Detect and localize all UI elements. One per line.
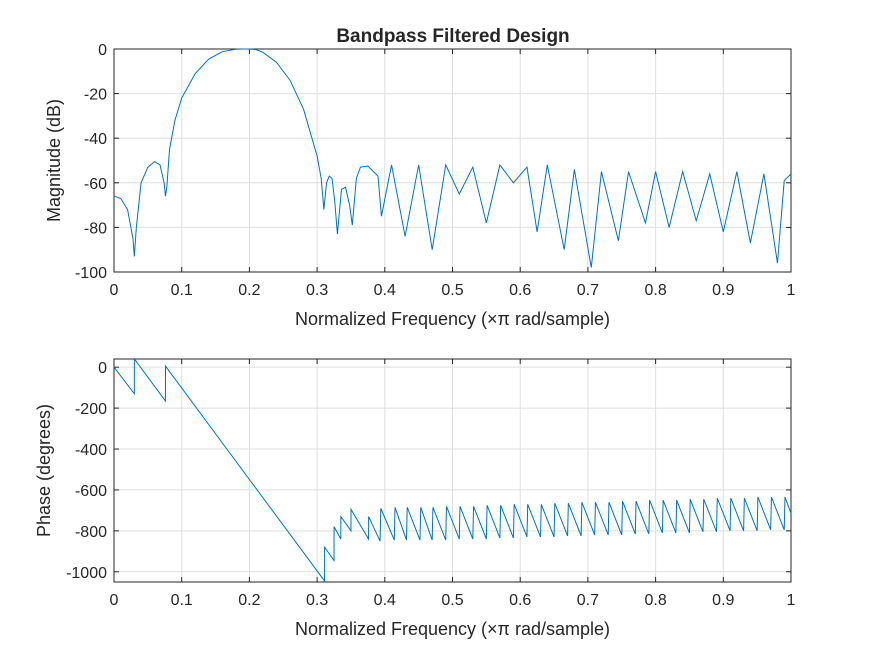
phase-xtick-label: 0.1	[171, 592, 193, 609]
phase-axes: 0 0.1 0.2 0.3 0.4 0.5 0.6 0.7 0.8 0.9 1 -1000 -800 -6…	[34, 357, 796, 639]
phase-xtick-label: 0	[110, 592, 119, 609]
magnitude-xlabel: Normalized Frequency (×π rad/sample)	[295, 309, 610, 329]
magnitude-xtick-label: 0.5	[441, 282, 463, 299]
magnitude-xtick-label: 0.3	[306, 282, 328, 299]
phase-ytick-label: -600	[75, 483, 107, 500]
magnitude-grid	[113, 48, 792, 273]
magnitude-xtick-label: 0.9	[712, 282, 734, 299]
phase-ytick-label: -800	[75, 524, 107, 541]
magnitude-ytick-label: -60	[84, 176, 107, 193]
phase-xtick-label: 0.6	[509, 592, 531, 609]
phase-xtick-label: 0.3	[306, 592, 328, 609]
chart-title: Bandpass Filtered Design	[336, 26, 569, 47]
magnitude-xtick-label: 0.4	[374, 282, 396, 299]
magnitude-xtick-label: 0	[110, 282, 119, 299]
phase-ticks: 0 0.1 0.2 0.3 0.4 0.5 0.6 0.7 0.8 0.9 1 -1000 -800 -6…	[66, 359, 796, 609]
phase-ytick-label: -200	[75, 401, 107, 418]
magnitude-ticks: 0 0.1 0.2 0.3 0.4 0.5 0.6 0.7 0.8 0.9 1 -100 -80 -60 -…	[75, 42, 796, 299]
phase-xtick-label: 0.7	[577, 592, 599, 609]
phase-series-line	[113, 357, 792, 583]
phase-ylabel: Phase (degrees)	[34, 404, 54, 537]
phase-xtick-label: 0.5	[441, 592, 463, 609]
magnitude-ytick-label: 0	[98, 42, 107, 59]
magnitude-ytick-label: -100	[75, 265, 107, 282]
phase-xtick-label: 0.9	[712, 592, 734, 609]
phase-xtick-label: 0.8	[644, 592, 666, 609]
magnitude-series-line	[113, 48, 792, 268]
magnitude-axes: 0 0.1 0.2 0.3 0.4 0.5 0.6 0.7 0.8 0.9 1 -100 -80 -60 -…	[44, 42, 796, 329]
magnitude-xtick-label: 0.8	[644, 282, 666, 299]
magnitude-xtick-label: 0.7	[577, 282, 599, 299]
phase-ytick-label: -400	[75, 442, 107, 459]
phase-xtick-label: 0.2	[238, 592, 260, 609]
magnitude-ylabel: Magnitude (dB)	[44, 99, 64, 222]
magnitude-ytick-label: -20	[84, 87, 107, 104]
magnitude-xtick-label: 1	[787, 282, 796, 299]
phase-xtick-label: 0.4	[374, 592, 396, 609]
magnitude-xtick-label: 0.6	[509, 282, 531, 299]
magnitude-xtick-label: 0.1	[171, 282, 193, 299]
phase-xlabel: Normalized Frequency (×π rad/sample)	[295, 619, 610, 639]
magnitude-xtick-label: 0.2	[238, 282, 260, 299]
phase-grid	[113, 359, 792, 582]
phase-ytick-label: -1000	[66, 565, 107, 582]
phase-ytick-label: 0	[98, 360, 107, 377]
magnitude-ytick-label: -80	[84, 220, 107, 237]
magnitude-ytick-label: -40	[84, 131, 107, 148]
phase-xtick-label: 1	[787, 592, 796, 609]
